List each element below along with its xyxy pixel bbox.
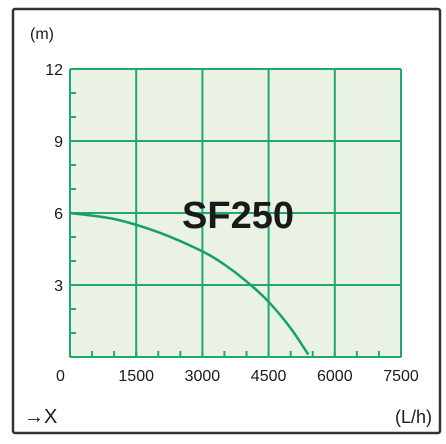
- x-axis-marker: →X: [24, 406, 57, 428]
- y-tick-label: 6: [54, 206, 63, 223]
- chart-title: SF250: [182, 195, 294, 237]
- x-tick-label: 3000: [185, 368, 221, 385]
- x-tick-label: 1500: [118, 368, 154, 385]
- x-tick-label: 4500: [251, 368, 287, 385]
- y-tick-label: 9: [54, 134, 63, 151]
- x-tick-label: 7500: [383, 368, 419, 385]
- x-tick-label: 0: [56, 368, 65, 385]
- x-tick-label: 6000: [317, 368, 353, 385]
- y-tick-label: 3: [54, 278, 63, 295]
- y-tick-label: 12: [45, 62, 63, 79]
- y-axis-unit-label: (m): [30, 26, 54, 43]
- x-axis-unit-label: (L/h): [395, 407, 432, 427]
- series-line: [69, 211, 310, 356]
